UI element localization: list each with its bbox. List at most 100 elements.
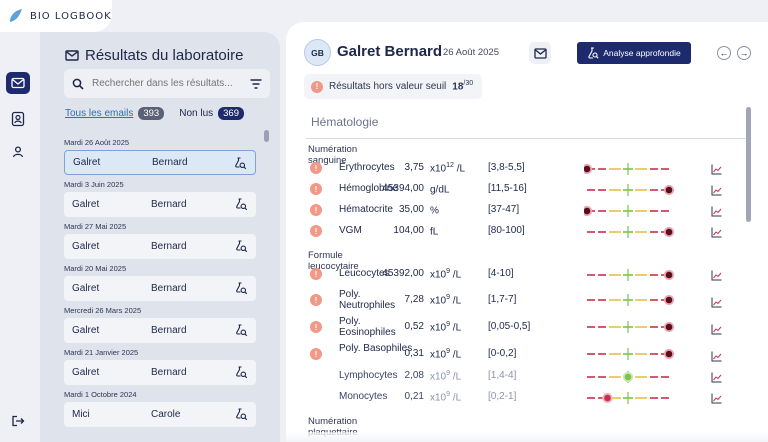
range-gauge <box>584 319 676 340</box>
message-item[interactable]: Galret Bernard <box>64 360 256 385</box>
group-title: Numération sanguine <box>308 144 358 166</box>
result-row: ! Poly. Eosinophiles 0,52 x109 /L [0,05-0,5] <box>310 314 730 340</box>
nav-contacts[interactable] <box>6 108 30 130</box>
filter-icon[interactable] <box>250 78 262 89</box>
search-input[interactable] <box>92 78 242 89</box>
filter-all-emails[interactable]: Tous les emails <box>65 108 134 119</box>
analyte-value: 104,00 <box>393 225 424 236</box>
message-item[interactable]: Galret Bernard <box>64 234 256 259</box>
reference-range: [80-100] <box>488 225 525 236</box>
reference-range: [0-0,2] <box>488 348 517 359</box>
warning-icon: ! <box>310 225 322 237</box>
trend-chart-icon[interactable] <box>711 225 722 243</box>
analysis-icon[interactable] <box>235 324 248 340</box>
arrow-right-icon: → <box>739 48 749 58</box>
arrow-left-icon: ← <box>719 48 729 58</box>
message-last-name: Galret <box>72 367 100 378</box>
result-detail-panel: GB Galret Bernard 26 Août 2025 Analyse a… <box>286 22 768 442</box>
message-first-name: Bernard <box>151 325 187 336</box>
analyte-value: 45392,00 <box>382 268 424 279</box>
trend-chart-icon[interactable] <box>711 204 722 222</box>
analyte-unit: fL <box>430 226 439 238</box>
patient-name: Galret Bernard <box>337 43 443 60</box>
warning-icon: ! <box>310 204 322 216</box>
result-row: ! Hématocrite 35,00% [37-47] <box>310 202 730 222</box>
message-first-name: Bernard <box>151 283 187 294</box>
message-item[interactable]: Mici Carole <box>64 402 256 427</box>
filter-unread[interactable]: Non lus <box>179 108 214 119</box>
nav-mail[interactable] <box>6 72 30 94</box>
logo-text: BIO LOGBOOK <box>30 10 112 22</box>
search-icon <box>72 78 84 90</box>
trend-chart-icon[interactable] <box>711 370 722 388</box>
list-scrollbar[interactable] <box>264 130 269 142</box>
message-date: Mardi 20 Mai 2025 <box>64 264 127 273</box>
search-box[interactable] <box>64 69 270 98</box>
range-gauge <box>581 203 676 224</box>
nav-user[interactable] <box>6 141 30 163</box>
analyte-unit: x109 /L <box>430 348 462 361</box>
range-gauge <box>584 224 676 245</box>
reference-range: [3,8-5,5] <box>488 162 525 173</box>
trend-chart-icon[interactable] <box>711 268 722 286</box>
deep-analysis-button[interactable]: Analyse approfondie <box>577 42 691 64</box>
analysis-icon[interactable] <box>235 240 248 256</box>
panel-title-text: Résultats du laboratoire <box>85 47 244 64</box>
trend-chart-icon[interactable] <box>711 162 722 180</box>
result-row: ! Leucocytes 45392,00 x109 /L [4-10] <box>310 266 730 286</box>
analyte-name: VGM <box>339 225 362 236</box>
prev-result-button[interactable]: ← <box>717 46 731 60</box>
mail-icon <box>533 47 547 59</box>
trend-chart-icon[interactable] <box>711 391 722 409</box>
analyte-unit: g/dL <box>430 184 450 196</box>
message-item[interactable]: Galret Bernard <box>64 150 256 175</box>
result-row: ! Poly. Neutrophiles 7,28 x109 /L [1,7-7] <box>310 287 730 313</box>
analysis-icon[interactable] <box>235 198 248 214</box>
result-row: Lymphocytes 2,08 x109 /L [1,4-4] <box>310 368 730 388</box>
message-first-name: Bernard <box>151 199 187 210</box>
analysis-icon[interactable] <box>235 282 248 298</box>
analyte-name: Poly. Eosinophiles <box>339 316 396 338</box>
analyte-unit: x109 /L <box>430 321 462 334</box>
message-list: Mardi 26 Août 2025 Galret Bernard Mardi 3 J… <box>64 134 256 432</box>
analyte-unit: x109 /L <box>430 391 462 404</box>
message-last-name: Galret <box>72 283 100 294</box>
trend-chart-icon[interactable] <box>711 349 722 367</box>
reference-range: [4-10] <box>488 268 514 279</box>
trend-chart-icon[interactable] <box>711 295 722 313</box>
analyte-unit: x109 /L <box>430 370 462 383</box>
message-item[interactable]: Galret Bernard <box>64 276 256 301</box>
nav-logout[interactable] <box>6 410 30 432</box>
user-icon <box>12 146 24 158</box>
analyte-unit: x1012 /L <box>430 162 466 175</box>
results-list-panel: Résultats du laboratoire Tous les emails… <box>40 32 280 442</box>
mail-button[interactable] <box>529 42 551 64</box>
analyte-name: Érythrocytes <box>339 162 395 173</box>
warning-icon: ! <box>310 348 322 360</box>
contacts-icon <box>11 111 25 127</box>
logout-icon <box>12 415 25 427</box>
range-gauge <box>581 161 676 182</box>
trend-chart-icon[interactable] <box>711 183 722 201</box>
filter-tabs: Tous les emails 393 Non lus 369 <box>65 107 244 120</box>
analysis-icon[interactable] <box>234 157 247 173</box>
group-title: Formule leucocytaire <box>308 250 359 272</box>
message-item[interactable]: Galret Bernard <box>64 192 256 217</box>
analyte-name: Lymphocytes <box>339 370 398 381</box>
detail-scrollbar[interactable] <box>746 107 751 222</box>
count-all-badge: 393 <box>138 107 165 120</box>
trend-chart-icon[interactable] <box>711 322 722 340</box>
reference-range: [0,2-1] <box>488 391 517 402</box>
analyte-name: Monocytes <box>339 391 388 402</box>
message-item[interactable]: Galret Bernard <box>64 318 256 343</box>
warning-icon: ! <box>310 183 322 195</box>
result-row: ! Hémoglobine 45394,00 g/dL [11,5-16] <box>310 181 730 201</box>
deep-analysis-label: Analyse approfondie <box>603 48 681 58</box>
analysis-icon[interactable] <box>235 408 248 424</box>
message-date: Mercredi 26 Mars 2025 <box>64 306 142 315</box>
message-first-name: Bernard <box>152 157 188 168</box>
next-result-button[interactable]: → <box>737 46 751 60</box>
message-date: Mardi 27 Mai 2025 <box>64 222 127 231</box>
analysis-icon[interactable] <box>235 366 248 382</box>
result-row: Monocytes 0,21 x109 /L [0,2-1] <box>310 389 730 409</box>
